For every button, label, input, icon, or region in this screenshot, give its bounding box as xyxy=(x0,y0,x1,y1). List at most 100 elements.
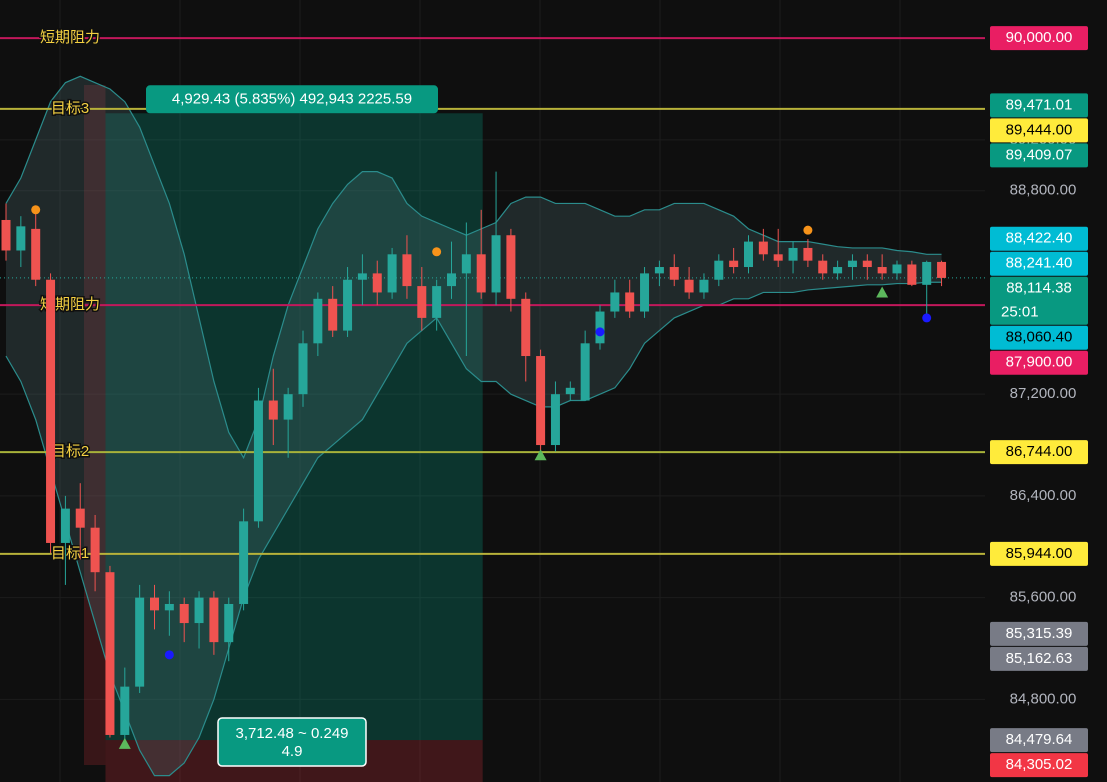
price-tag-label: 89,471.01 xyxy=(1006,96,1073,113)
price-tag-label: 85,162.63 xyxy=(1006,650,1073,667)
y-tick-label: 84,800.00 xyxy=(1010,690,1077,707)
candle-body xyxy=(357,273,367,280)
price-tag-label: 89,444.00 xyxy=(1006,121,1073,138)
candle-body xyxy=(833,267,843,274)
band-lower xyxy=(5,281,942,777)
position-stop-box xyxy=(217,717,367,767)
signal-dot xyxy=(31,205,41,215)
price-tag-label: 84,305.02 xyxy=(1006,756,1073,773)
candle-body xyxy=(758,241,768,255)
candle-body xyxy=(536,356,546,446)
price-tag xyxy=(990,541,1088,566)
candle-body xyxy=(432,286,442,318)
level-label: 目标2 xyxy=(51,443,89,460)
price-tag xyxy=(990,440,1088,465)
signal-dot xyxy=(164,650,174,660)
candle-body xyxy=(550,394,560,446)
candle-body xyxy=(120,686,130,735)
position-target-box xyxy=(146,85,438,114)
candle-body xyxy=(105,572,115,735)
candle-body xyxy=(268,400,278,420)
loss-zone-upper xyxy=(84,85,106,765)
price-tag-label: 88,241.40 xyxy=(1006,255,1073,272)
price-tag xyxy=(990,325,1088,350)
band-upper xyxy=(5,75,942,460)
level-label: 短期阻力 xyxy=(40,29,100,46)
candle-body xyxy=(714,260,724,280)
price-tag-countdown: 25:01 xyxy=(1001,304,1039,321)
candle-body xyxy=(892,264,902,274)
candle-body xyxy=(60,508,70,543)
candle-body xyxy=(298,343,308,395)
price-tag xyxy=(990,251,1088,276)
position-stop-label: 3,712.48 ~ 0.249 xyxy=(235,725,348,742)
candle-body xyxy=(610,292,620,312)
candle-body xyxy=(328,298,338,331)
candle-body xyxy=(729,260,739,268)
y-tick-label: 86,400.00 xyxy=(1010,487,1077,504)
price-tag-label: 88,060.40 xyxy=(1006,329,1073,346)
candle-body xyxy=(922,261,932,285)
y-tick-label: 87,200.00 xyxy=(1010,385,1077,402)
price-tag xyxy=(990,621,1088,646)
price-tag-label: 84,479.64 xyxy=(1006,731,1073,748)
candle-body xyxy=(476,254,486,293)
price-tag xyxy=(990,118,1088,143)
price-tag xyxy=(990,143,1088,168)
candle-body xyxy=(625,292,635,312)
candle-body xyxy=(803,247,813,261)
candle-body xyxy=(447,273,456,287)
price-tag-label: 87,900.00 xyxy=(1006,354,1073,371)
candle-body xyxy=(744,241,753,268)
signal-triangle xyxy=(876,286,889,298)
candle-body xyxy=(31,228,41,280)
candle-body xyxy=(253,400,263,522)
y-tick-label: 85,600.00 xyxy=(1010,589,1077,606)
candle-body xyxy=(150,597,159,611)
candle-body xyxy=(669,267,679,280)
candle-body xyxy=(75,508,85,528)
price-tag xyxy=(990,728,1088,753)
candle-body xyxy=(862,260,872,268)
candle-body xyxy=(491,235,501,293)
price-tag-label: 88,422.40 xyxy=(1006,230,1073,247)
price-tag xyxy=(990,93,1088,118)
candle-body xyxy=(372,273,382,293)
candle-body xyxy=(580,343,590,401)
candle-body xyxy=(46,279,56,543)
candle-body xyxy=(907,264,917,285)
price-tag-label: 90,000.00 xyxy=(1006,29,1073,46)
price-tag xyxy=(990,646,1088,671)
price-tag xyxy=(990,276,1088,325)
price-tag-label: 89,409.07 xyxy=(1006,146,1073,163)
position-stop-label: 4.9 xyxy=(282,743,303,760)
price-tag xyxy=(990,226,1088,251)
price-tag-label: 85,315.39 xyxy=(1006,625,1073,642)
candle-body xyxy=(461,254,471,274)
candle-body xyxy=(194,597,204,624)
candle-body xyxy=(387,254,397,293)
level-label: 目标3 xyxy=(51,100,89,117)
candle-body xyxy=(506,235,516,299)
candle-body xyxy=(402,254,412,287)
candle-body xyxy=(164,603,174,611)
candle-body xyxy=(417,286,427,318)
level-label: 目标1 xyxy=(51,545,89,562)
price-tag xyxy=(990,753,1088,778)
position-target-label: 4,929.43 (5.835%) 492,943 2225.59 xyxy=(172,90,412,107)
price-tag-label: 86,744.00 xyxy=(1006,443,1073,460)
candle-body xyxy=(937,261,947,278)
price-tag xyxy=(990,26,1088,51)
candle-body xyxy=(699,279,709,293)
signal-triangle xyxy=(118,737,131,749)
candle-body xyxy=(684,279,694,293)
candle-body xyxy=(640,273,650,312)
profit-zone xyxy=(105,113,483,741)
signal-dot xyxy=(803,225,813,235)
candle-body xyxy=(135,597,145,687)
price-tag xyxy=(990,350,1088,375)
signal-dot xyxy=(432,247,442,257)
